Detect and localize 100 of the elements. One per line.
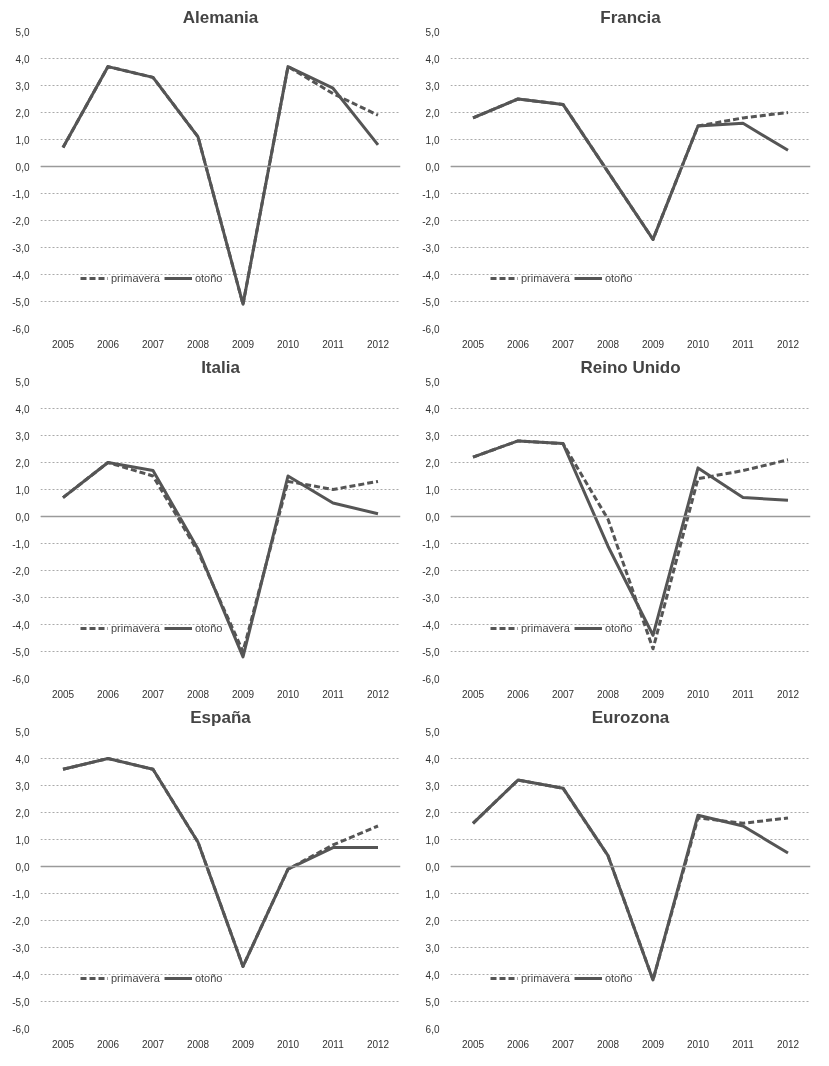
- legend-label: otoño: [194, 972, 223, 984]
- y-tick-label: 0,0: [425, 161, 440, 173]
- y-tick-label: -1,0: [422, 188, 440, 200]
- legend-label: otoño: [604, 272, 633, 284]
- y-tick-label: -4,0: [12, 269, 30, 281]
- x-tick-label: 2006: [96, 338, 120, 350]
- y-tick-label: -2,0: [12, 915, 30, 927]
- y-tick-label: 5,0: [425, 726, 440, 738]
- legend-label: primavera: [521, 972, 570, 984]
- y-tick-label: 2,0: [15, 107, 30, 119]
- legend-label: otoño: [604, 622, 633, 634]
- x-tick-label: 2008: [186, 688, 210, 700]
- y-tick-label: 4,0: [15, 403, 30, 415]
- legend-label: otoño: [604, 972, 633, 984]
- y-tick-label: 3,0: [15, 430, 30, 442]
- y-tick-label: 3,0: [15, 80, 30, 92]
- x-tick-label: 2011: [732, 1038, 755, 1050]
- y-tick-label: -1,0: [12, 188, 30, 200]
- y-tick-label: -2,0: [422, 215, 440, 227]
- x-tick-label: 2012: [776, 338, 800, 350]
- x-tick-label: 2008: [596, 1038, 620, 1050]
- x-tick-label: 2009: [231, 688, 255, 700]
- y-tick-label: -6,0: [12, 673, 30, 685]
- x-tick-label: 2006: [96, 1038, 120, 1050]
- y-tick-label: -5,0: [12, 646, 30, 658]
- y-tick-label: 3,0: [425, 780, 440, 792]
- legend-label: primavera: [111, 272, 160, 284]
- x-tick-label: 2008: [596, 688, 620, 700]
- x-tick-label: 2007: [141, 1038, 165, 1050]
- y-tick-label: -5,0: [12, 996, 30, 1008]
- x-tick-label: 2006: [96, 688, 120, 700]
- y-tick-label: 5,0: [425, 26, 440, 38]
- y-tick-label: -6,0: [422, 673, 440, 685]
- x-tick-label: 2009: [641, 688, 665, 700]
- y-tick-label: -6,0: [12, 323, 30, 335]
- x-tick-label: 2006: [506, 1038, 530, 1050]
- y-tick-label: 1,0: [15, 834, 30, 846]
- y-tick-label: 4,0: [425, 753, 440, 765]
- y-tick-label: -4,0: [422, 269, 440, 281]
- x-tick-label: 2009: [641, 1038, 665, 1050]
- y-tick-label: -1,0: [12, 888, 30, 900]
- x-tick-label: 2011: [322, 688, 345, 700]
- x-tick-label: 2012: [776, 1038, 800, 1050]
- y-tick-label: 4,0: [15, 53, 30, 65]
- x-tick-label: 2011: [322, 338, 345, 350]
- y-tick-label: 4,0: [425, 53, 440, 65]
- x-tick-label: 2005: [461, 1038, 485, 1050]
- x-tick-label: 2010: [276, 1038, 300, 1050]
- y-tick-label: 6,0: [425, 1023, 440, 1035]
- chart-title: Francia: [600, 7, 662, 27]
- x-tick-label: 2010: [686, 1038, 710, 1050]
- y-tick-label: -5,0: [12, 296, 30, 308]
- chart-title: Reino Unido: [580, 357, 681, 377]
- x-tick-label: 2007: [141, 688, 165, 700]
- y-tick-label: 0,0: [15, 511, 30, 523]
- legend-label: otoño: [194, 622, 223, 634]
- y-tick-label: 0,0: [15, 861, 30, 873]
- y-tick-label: 4,0: [425, 403, 440, 415]
- y-tick-label: 1,0: [15, 484, 30, 496]
- chart-title: Italia: [201, 357, 241, 377]
- y-tick-label: 1,0: [425, 834, 440, 846]
- x-tick-label: 2012: [366, 338, 390, 350]
- x-tick-label: 2010: [686, 338, 710, 350]
- y-tick-label: 1,0: [425, 888, 440, 900]
- y-tick-label: -4,0: [12, 619, 30, 631]
- x-tick-label: 2005: [461, 688, 485, 700]
- y-tick-label: 4,0: [15, 753, 30, 765]
- y-tick-label: 0,0: [425, 511, 440, 523]
- y-tick-label: -2,0: [12, 215, 30, 227]
- chart-title: Alemania: [182, 7, 259, 27]
- y-tick-label: 5,0: [15, 376, 30, 388]
- x-tick-label: 2007: [141, 338, 165, 350]
- y-tick-label: 2,0: [425, 107, 440, 119]
- y-tick-label: 4,0: [425, 969, 440, 981]
- y-tick-label: 2,0: [425, 915, 440, 927]
- legend-label: primavera: [521, 622, 570, 634]
- x-tick-label: 2012: [366, 1038, 390, 1050]
- x-tick-label: 2007: [551, 688, 575, 700]
- y-tick-label: -5,0: [422, 296, 440, 308]
- y-tick-label: 2,0: [15, 807, 30, 819]
- legend-label: primavera: [111, 622, 160, 634]
- x-tick-label: 2009: [231, 1038, 255, 1050]
- y-tick-label: 3,0: [425, 430, 440, 442]
- x-tick-label: 2011: [732, 688, 755, 700]
- y-tick-label: -1,0: [422, 538, 440, 550]
- y-tick-label: 3,0: [425, 942, 440, 954]
- x-tick-label: 2012: [776, 688, 800, 700]
- y-tick-label: -6,0: [12, 1023, 30, 1035]
- y-tick-label: 5,0: [15, 726, 30, 738]
- y-tick-label: -5,0: [422, 646, 440, 658]
- x-tick-label: 2012: [366, 688, 390, 700]
- x-tick-label: 2010: [276, 688, 300, 700]
- y-tick-label: 5,0: [425, 376, 440, 388]
- x-tick-label: 2007: [551, 1038, 575, 1050]
- x-tick-label: 2005: [51, 688, 75, 700]
- x-tick-label: 2006: [506, 688, 530, 700]
- y-tick-label: 0,0: [15, 161, 30, 173]
- y-tick-label: 5,0: [15, 26, 30, 38]
- x-tick-label: 2007: [551, 338, 575, 350]
- x-tick-label: 2008: [186, 1038, 210, 1050]
